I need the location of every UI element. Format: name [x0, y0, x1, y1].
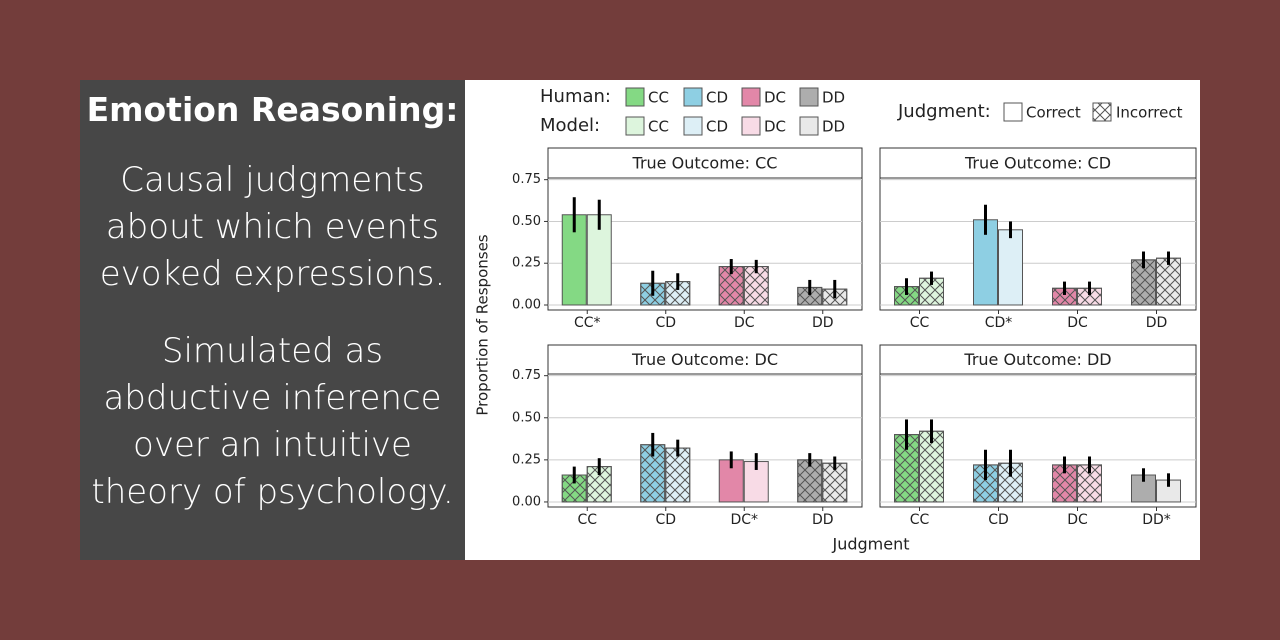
text-line: theory of psychology. — [91, 472, 454, 512]
x-tick-label: DD* — [1142, 512, 1171, 528]
legend-label: Judgment: — [897, 101, 991, 122]
text-line: abductive inference — [103, 378, 442, 418]
legend-label: Model: — [540, 115, 600, 136]
strip — [547, 344, 863, 375]
bar-hatch — [1156, 257, 1181, 306]
x-tick-label: CC — [910, 315, 930, 331]
y-tick-label: 0.50 — [512, 214, 541, 229]
bar — [998, 229, 1023, 306]
y-tick-label: 0.75 — [512, 172, 541, 187]
y-tick-label: 0.75 — [512, 368, 541, 383]
x-tick-label: DD — [812, 315, 834, 331]
bar-hatch — [919, 430, 944, 503]
legend-entry: DC — [764, 89, 786, 107]
paragraph: Causal judgments about which events evoked… — [80, 157, 465, 298]
chart: Human: Model: CC CC CD CD DC DC DD DD Judgment: Cor… — [465, 80, 1200, 560]
facet-title: True Outcome: CC — [632, 154, 778, 173]
legend-entry: CD — [706, 89, 728, 107]
y-tick-label: 0.00 — [512, 494, 541, 509]
legend-swatch — [1003, 102, 1023, 122]
bar-hatch — [665, 447, 691, 503]
y-tick-label: 0.50 — [512, 410, 541, 425]
legend-entry: DD — [822, 89, 845, 107]
x-tick-label: CC — [910, 512, 930, 528]
x-tick-label: DC — [1067, 512, 1088, 528]
x-tick-label: CD — [655, 315, 676, 331]
facet-title: True Outcome: CD — [964, 154, 1111, 173]
x-tick-label: CC — [577, 512, 597, 528]
legend-entry: Correct — [1026, 104, 1081, 122]
y-tick-label: 0.00 — [512, 297, 541, 312]
x-tick-label: DD — [1146, 315, 1168, 331]
bar-hatch — [797, 459, 823, 503]
text-line: Simulated as — [161, 331, 384, 371]
y-axis-title: Proportion of Responses — [474, 234, 492, 415]
x-tick-label: CD* — [985, 315, 1013, 331]
text-line: evoked expressions. — [99, 254, 446, 294]
legend-entry: CC — [648, 89, 669, 107]
x-tick-label: CD — [988, 512, 1009, 528]
x-tick-label: CD — [655, 512, 676, 528]
text-line: over an intuitive — [133, 425, 412, 465]
legend-swatch — [741, 87, 761, 107]
facet-title: True Outcome: DC — [631, 350, 778, 369]
legend-swatch — [1092, 102, 1112, 122]
legend-swatch — [799, 87, 819, 107]
facet-title: True Outcome: DD — [963, 350, 1111, 369]
legend-swatch — [683, 116, 703, 136]
legend-swatch — [625, 116, 645, 136]
legend-swatch — [799, 116, 819, 136]
legend-swatch — [741, 116, 761, 136]
x-tick-label: DC — [1067, 315, 1088, 331]
legend-entry: DC — [764, 118, 786, 136]
text-line: Causal judgments — [120, 160, 425, 200]
paragraph: Simulated as abductive inference over an i… — [80, 328, 465, 516]
legend-entry: Incorrect — [1116, 104, 1183, 122]
text-line: about which events — [105, 207, 440, 247]
panel-title: Emotion Reasoning: — [86, 90, 459, 129]
text-panel: Emotion Reasoning: Causal judgments about… — [80, 80, 465, 560]
strip — [879, 147, 1197, 179]
x-tick-label: DC — [734, 315, 755, 331]
x-tick-label: DD — [812, 512, 834, 528]
legend-label: Human: — [540, 86, 611, 107]
legend-entry: CD — [706, 118, 728, 136]
x-axis-title: Judgment — [831, 535, 909, 554]
legend-swatch — [625, 87, 645, 107]
legend-entry: CC — [648, 118, 669, 136]
legend-swatch — [683, 87, 703, 107]
legend-entry: DD — [822, 118, 845, 136]
x-tick-label: CC* — [574, 315, 601, 331]
x-tick-label: DC* — [730, 512, 758, 528]
y-tick-label: 0.25 — [512, 452, 541, 467]
y-tick-label: 0.25 — [512, 256, 541, 271]
